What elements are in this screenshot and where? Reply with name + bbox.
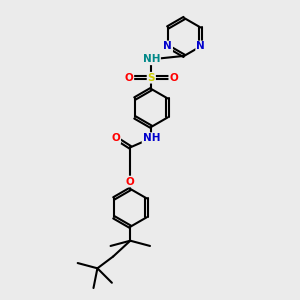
Text: N: N <box>164 41 172 51</box>
Text: NH: NH <box>142 54 160 64</box>
Text: O: O <box>124 73 133 83</box>
Text: O: O <box>126 176 135 187</box>
Text: S: S <box>148 73 155 83</box>
Text: O: O <box>169 73 178 83</box>
Text: O: O <box>111 133 120 143</box>
Text: NH: NH <box>142 133 160 143</box>
Text: N: N <box>196 41 205 51</box>
